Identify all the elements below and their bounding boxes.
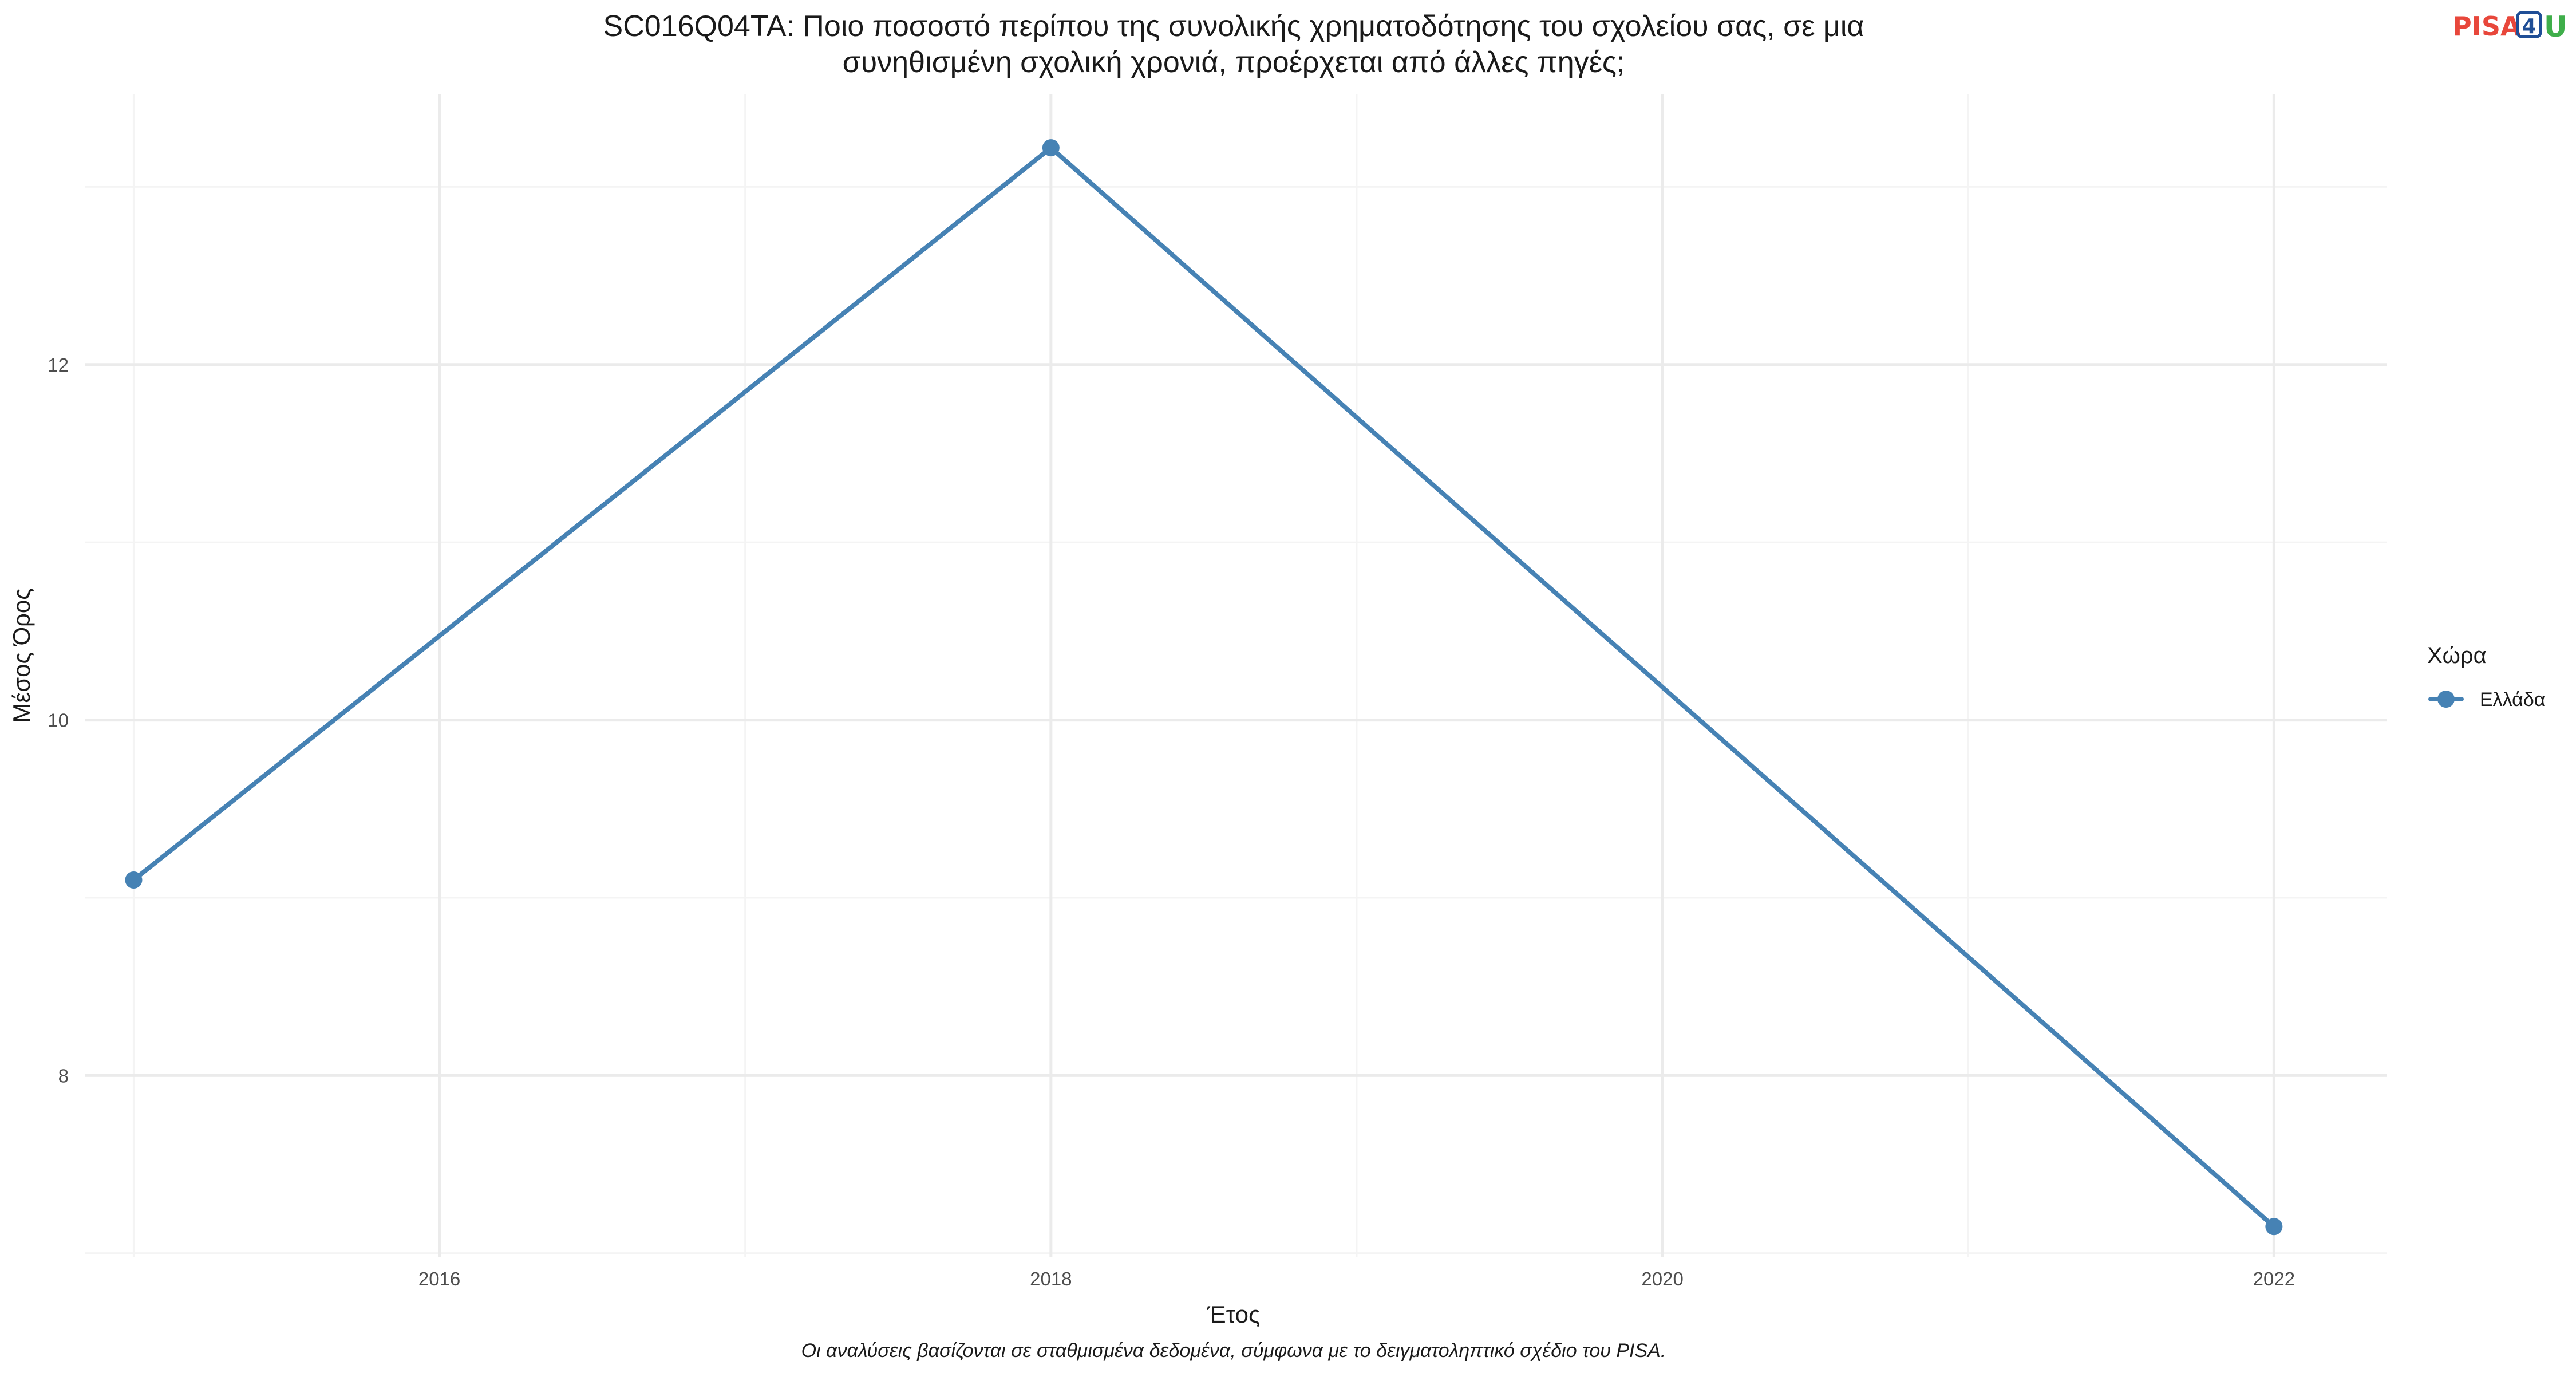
legend-label-series-1: Ελλάδα	[2480, 689, 2545, 711]
pisa4u-logo: PISA 4 U	[2452, 10, 2567, 44]
x-axis-title: Έτος	[1207, 1301, 1261, 1328]
x-tick-label: 2022	[2253, 1268, 2295, 1289]
grid-major-lines	[85, 94, 2387, 1257]
y-axis-title: Μέσος Όρος	[8, 589, 35, 723]
logo-text-four: 4	[2522, 15, 2536, 38]
y-tick-label: 8	[58, 1065, 69, 1086]
x-tick-label: 2016	[418, 1268, 460, 1289]
legend-title: Χώρα	[2427, 643, 2487, 668]
legend: Χώρα Ελλάδα	[2427, 643, 2545, 711]
logo-text-pisa: PISA	[2452, 11, 2521, 42]
chart-title-line-2: συνηθισμένη σχολική χρονιά, προέρχεται α…	[843, 46, 1625, 79]
legend-key-marker	[2437, 691, 2455, 708]
y-tick-label: 12	[48, 354, 69, 376]
x-tick-label: 2018	[1030, 1268, 1072, 1289]
chart-title-line-1: SC016Q04TA: Ποιο ποσοστό περίπου της συν…	[603, 10, 1864, 43]
x-tick-labels: 2016 2018 2020 2022	[418, 1268, 2295, 1289]
data-point	[1042, 139, 1060, 157]
data-point	[2265, 1218, 2283, 1236]
logo-box	[2516, 11, 2542, 38]
x-tick-label: 2020	[1641, 1268, 1683, 1289]
series-layer	[125, 139, 2283, 1236]
grid-minor-lines	[85, 94, 2387, 1257]
y-tick-labels: 8 10 12	[48, 354, 69, 1087]
y-tick-label: 10	[48, 710, 69, 731]
svg-text:PISA: PISA	[2452, 11, 2521, 42]
logo-text-u: U	[2544, 10, 2567, 44]
data-point	[125, 871, 143, 889]
chart-caption: Οι αναλύσεις βασίζονται σε σταθμισμένα δ…	[801, 1340, 1666, 1362]
